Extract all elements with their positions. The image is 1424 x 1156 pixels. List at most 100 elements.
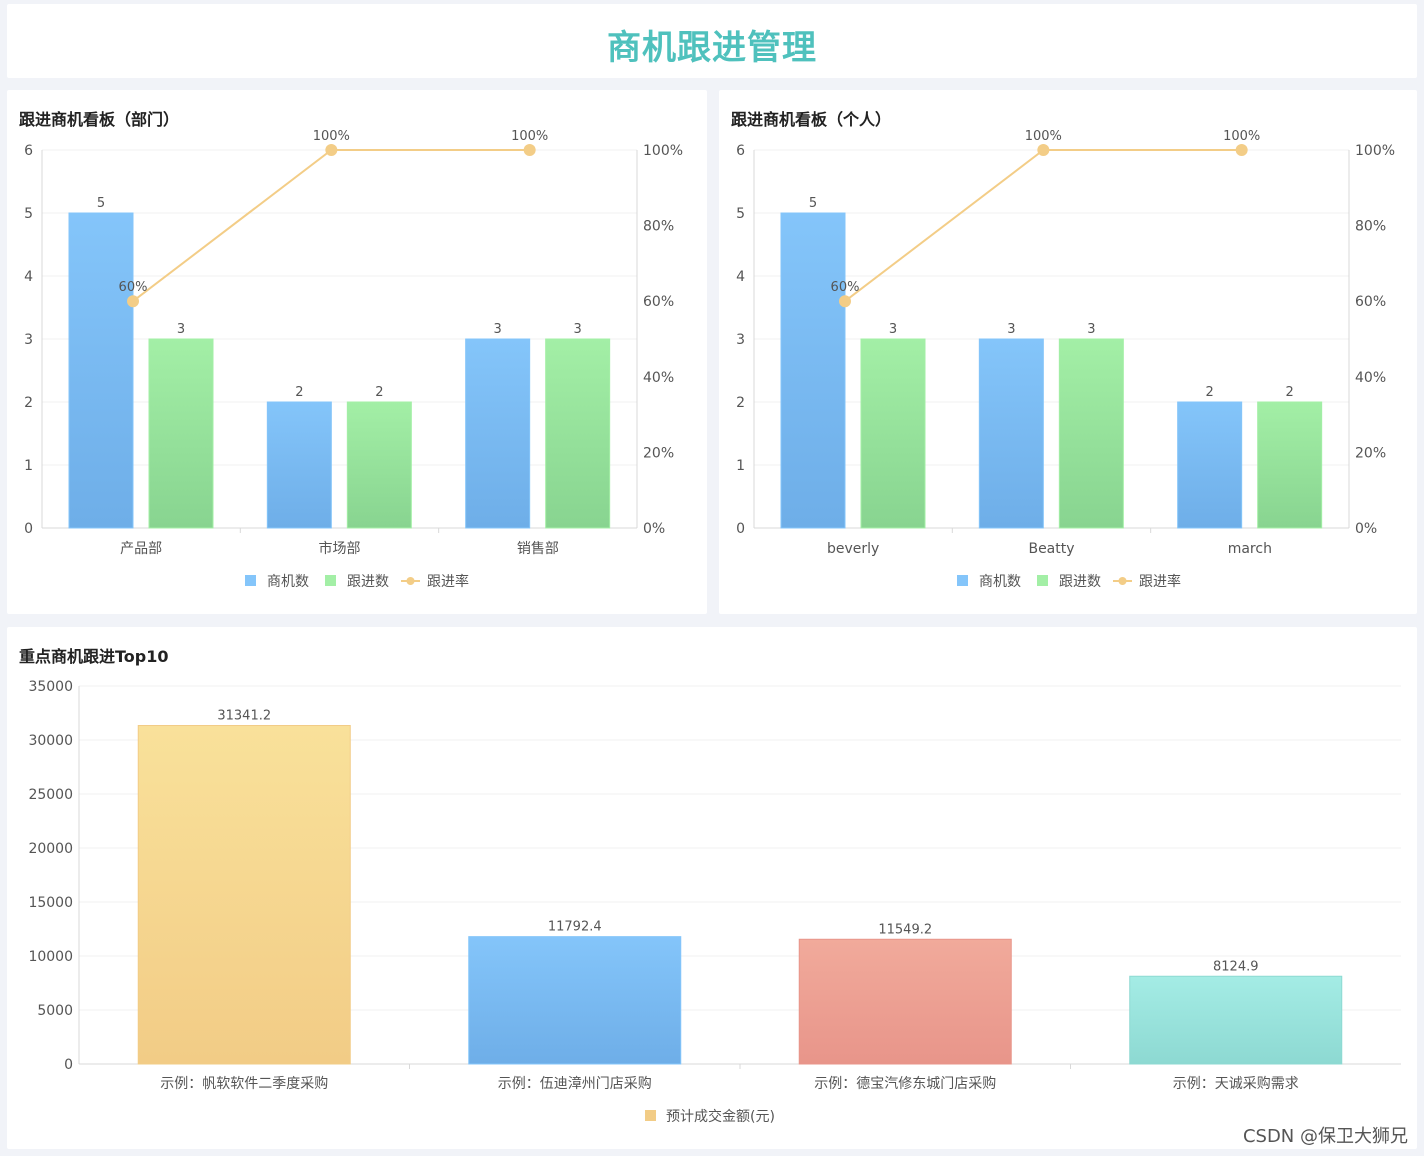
- person-chart-panel: 跟进商机看板（个人） 0 1 2 3 4 5 6 0% 20% 40% 60% 80% 100% beve…: [719, 90, 1417, 614]
- y-left-tick: 1: [24, 458, 33, 474]
- y-left-tick: 0: [736, 521, 745, 537]
- bar-value-label: 3: [494, 322, 502, 337]
- legend-label: 跟进数: [1059, 574, 1101, 590]
- y-left-tick: 4: [736, 269, 745, 285]
- y-left-tick: 0: [24, 521, 33, 537]
- bar-value-label: 2: [295, 385, 303, 400]
- y-tick: 35000: [28, 679, 73, 695]
- bar-opportunities: [1177, 401, 1243, 529]
- y-tick: 5000: [37, 1003, 73, 1019]
- rate-point: [1235, 144, 1248, 156]
- bar-value-label: 8124.9: [1213, 959, 1259, 974]
- bar-value-label: 3: [574, 322, 582, 337]
- x-category-label: march: [1228, 541, 1272, 557]
- x-category-label: Beatty: [1028, 541, 1074, 557]
- watermark: CSDN @保卫大狮兄: [1242, 1126, 1408, 1147]
- legend-swatch: [245, 575, 256, 586]
- legend-swatch: [645, 1110, 656, 1121]
- rate-point: [523, 144, 536, 156]
- header-panel: 商机跟进管理: [7, 4, 1417, 78]
- x-category-label: 销售部: [517, 541, 559, 557]
- y-right-tick: 80%: [643, 219, 674, 235]
- x-category-label: beverly: [827, 541, 879, 557]
- bar-value-label: 11792.4: [548, 920, 602, 935]
- y-right-tick: 20%: [1355, 445, 1386, 461]
- legend-label: 商机数: [267, 574, 309, 590]
- dept-chart-panel: 跟进商机看板（部门） 0 1 2 3 4 5 6 0% 20% 40% 60% 80% 100% 产品部 5…: [7, 90, 707, 614]
- y-tick: 25000: [28, 787, 73, 803]
- top10-chart-title: 重点商机跟进Top10: [19, 647, 169, 666]
- bar-followups: [148, 338, 214, 529]
- y-right-tick: 100%: [1355, 143, 1395, 159]
- x-category-label: 示例：德宝汽修东城门店采购: [814, 1076, 996, 1092]
- legend-label: 跟进率: [1139, 573, 1181, 590]
- y-right-tick: 60%: [643, 294, 674, 310]
- bar-followups: [545, 338, 611, 529]
- bar-opportunities: [68, 212, 134, 529]
- y-right-tick: 0%: [1355, 521, 1377, 537]
- y-tick: 15000: [28, 895, 73, 911]
- person-chart: 01234560%20%40%60%80%100%beverly53Beatty…: [736, 129, 1395, 590]
- y-tick: 0: [64, 1057, 73, 1073]
- y-left-tick: 5: [24, 206, 33, 222]
- rate-value-label: 100%: [313, 129, 350, 144]
- x-category-label: 市场部: [319, 540, 361, 557]
- rate-value-label: 60%: [831, 280, 860, 295]
- rate-point: [1037, 144, 1050, 156]
- y-right-tick: 40%: [643, 370, 674, 386]
- x-category-label: 示例：帆软软件二季度采购: [160, 1076, 328, 1092]
- x-category-label: 示例：天诚采购需求: [1173, 1076, 1299, 1092]
- y-right-tick: 100%: [643, 143, 683, 159]
- bar-value-label: 3: [1087, 322, 1095, 337]
- rate-value-label: 100%: [1223, 129, 1260, 144]
- legend-swatch: [325, 575, 336, 586]
- rate-value-label: 100%: [511, 129, 548, 144]
- legend-label: 商机数: [979, 574, 1021, 590]
- x-category-label: 示例：伍迪漳州门店采购: [498, 1075, 652, 1092]
- legend-swatch: [1037, 575, 1048, 586]
- rate-line: [132, 149, 530, 302]
- legend-label: 跟进率: [427, 573, 469, 590]
- y-right-tick: 0%: [643, 521, 665, 537]
- legend-dot: [1118, 577, 1127, 585]
- y-tick: 10000: [28, 949, 73, 965]
- bar-opportunities: [978, 338, 1044, 529]
- y-left-tick: 2: [736, 395, 745, 411]
- x-category-label: 产品部: [120, 541, 162, 557]
- bar-value-label: 11549.2: [878, 922, 932, 937]
- y-left-tick: 5: [736, 206, 745, 222]
- bar-opportunities: [780, 212, 846, 529]
- bar-value-label: 3: [1007, 322, 1015, 337]
- y-left-tick: 3: [736, 332, 745, 348]
- bar-amount: [798, 938, 1012, 1065]
- y-left-tick: 1: [736, 458, 745, 474]
- bar-value-label: 2: [1286, 385, 1294, 400]
- page-title: 商机跟进管理: [607, 28, 817, 68]
- legend-swatch: [957, 575, 968, 586]
- rate-value-label: 60%: [119, 280, 148, 295]
- y-left-tick: 6: [24, 143, 33, 159]
- top10-chart-panel: 重点商机跟进Top10 0 5000 10000 15000 20000 25000 300…: [7, 627, 1417, 1149]
- bar-value-label: 2: [1206, 385, 1214, 400]
- y-left-tick: 6: [736, 143, 745, 159]
- bar-value-label: 3: [177, 322, 185, 337]
- y-tick: 20000: [28, 841, 73, 857]
- bar-amount: [1129, 975, 1343, 1065]
- y-right-tick: 80%: [1355, 219, 1386, 235]
- bar-followups: [860, 338, 926, 529]
- y-left-tick: 2: [24, 395, 33, 411]
- legend-dot: [406, 577, 415, 585]
- bar-opportunities: [465, 338, 531, 529]
- rate-point: [127, 295, 139, 308]
- bar-value-label: 31341.2: [217, 709, 271, 724]
- person-chart-title: 跟进商机看板（个人）: [731, 110, 892, 129]
- legend-label: 预计成交金额(元): [666, 1108, 775, 1125]
- bar-followups: [346, 401, 412, 529]
- bar-followups: [1257, 401, 1323, 529]
- y-left-tick: 3: [24, 332, 33, 348]
- bar-value-label: 5: [809, 196, 817, 211]
- y-right-tick: 20%: [643, 445, 674, 461]
- bar-value-label: 3: [889, 322, 897, 337]
- y-right-tick: 60%: [1355, 294, 1386, 310]
